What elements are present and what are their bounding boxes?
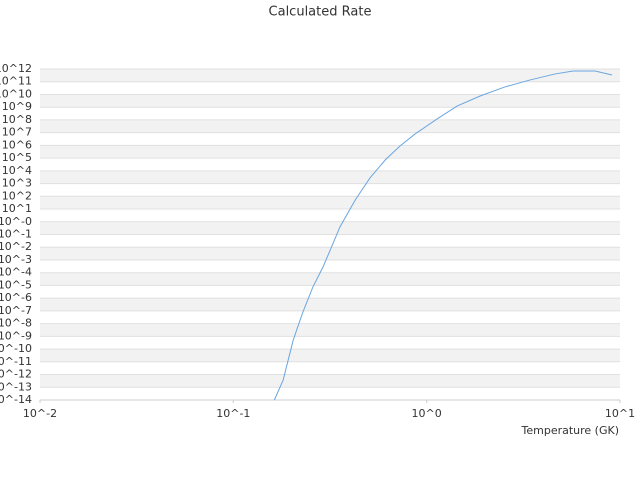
y-tick-label: 10^-11 (0, 355, 32, 368)
grid-band (40, 298, 620, 311)
y-tick-label: 10^-7 (0, 304, 32, 317)
grid-band (40, 247, 620, 260)
chart-title: Calculated Rate (269, 5, 372, 20)
y-tick-label: 10^4 (2, 164, 32, 177)
grid-band (40, 145, 620, 159)
x-tick-label: 10^-2 (23, 407, 57, 420)
y-tick-label: 10^-1 (0, 228, 32, 241)
y-tick-label: 10^-9 (0, 329, 32, 342)
y-tick-label: 10^7 (2, 126, 32, 139)
y-tick-label: 10^-3 (0, 253, 32, 266)
x-axis-label: Temperature (GK) (521, 424, 620, 437)
y-tick-label: 10^-2 (0, 240, 32, 253)
y-tick-label: 10^11 (0, 75, 32, 88)
y-tick-label: 10^-5 (0, 278, 32, 291)
y-tick-label: 10^-8 (0, 317, 32, 330)
y-tick-label: 10^-10 (0, 342, 32, 355)
y-tick-label: 10^10 (0, 87, 32, 100)
data-line (273, 70, 613, 401)
grid-band (40, 170, 620, 184)
x-tick-label: 10^-1 (216, 407, 250, 420)
y-tick-label: 10^8 (2, 113, 32, 126)
grid-band (40, 94, 620, 108)
y-tick-label: 10^6 (2, 138, 32, 151)
y-tick-label: 10^-13 (0, 380, 32, 393)
y-tick-label: 10^-0 (0, 215, 32, 228)
x-tick-label: 10^1 (605, 407, 635, 420)
grid-band (40, 196, 620, 210)
grid-band (40, 323, 620, 337)
grid-band (40, 221, 620, 235)
y-tick-label: 10^12 (0, 62, 32, 75)
y-tick-label: 10^2 (2, 189, 32, 202)
y-tick-label: 10^9 (2, 100, 32, 113)
y-tick-label: 10^-6 (0, 291, 32, 304)
y-tick-label: 10^1 (2, 202, 32, 215)
x-tick-label: 10^0 (412, 407, 442, 420)
y-tick-label: 10^-12 (0, 368, 32, 381)
grid-band (40, 69, 620, 82)
y-tick-label: 10^3 (2, 177, 32, 190)
grid-band (40, 374, 620, 388)
y-tick-label: 10^5 (2, 151, 32, 164)
grid-band (40, 349, 620, 362)
grid-band (40, 272, 620, 286)
y-tick-label: 10^-14 (0, 393, 32, 406)
y-tick-label: 10^-4 (0, 266, 32, 279)
grid-band (40, 119, 620, 133)
